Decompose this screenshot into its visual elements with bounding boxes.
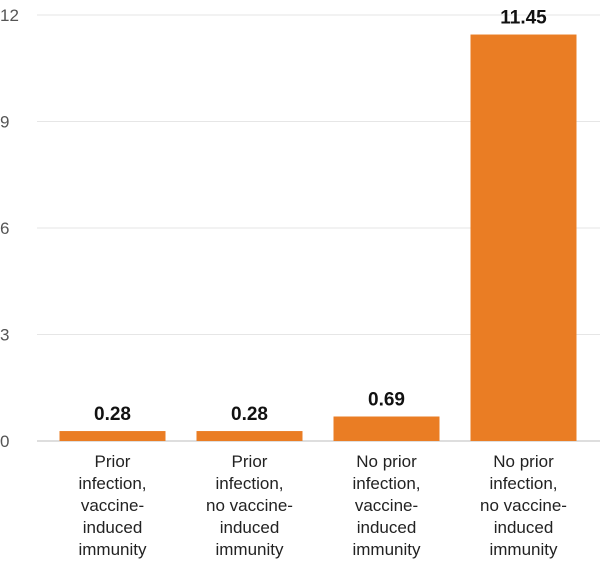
category-label-line: No prior [356, 452, 417, 471]
category-label-line: immunity [352, 540, 421, 559]
y-axis-tick-labels: 0 3 6 9 12 [0, 6, 19, 451]
category-label-line: vaccine- [81, 496, 144, 515]
category-label-line: no vaccine- [480, 496, 567, 515]
category-label-line: No prior [493, 452, 554, 471]
category-label-line: infection, [489, 474, 557, 493]
category-label-line: induced [494, 518, 554, 537]
category-label-line: vaccine- [355, 496, 418, 515]
y-tick-label: 6 [0, 219, 9, 238]
category-label: Prior infection, vaccine-induced immunity [78, 452, 147, 559]
x-axis-category-labels: Prior infection, vaccine-induced immunityPr… [78, 452, 566, 559]
category-label-line: immunity [215, 540, 284, 559]
category-label-line: Prior [95, 452, 131, 471]
bar [59, 431, 166, 441]
y-tick-label: 3 [0, 326, 9, 345]
y-tick-label: 12 [0, 6, 19, 25]
data-label: 0.69 [368, 390, 405, 411]
category-label-line: infection, [215, 474, 283, 493]
bars [59, 34, 577, 442]
bar [470, 34, 577, 442]
data-label: 0.28 [94, 404, 131, 425]
category-label-line: immunity [489, 540, 558, 559]
category-label-line: induced [220, 518, 280, 537]
category-label-line: immunity [78, 540, 147, 559]
category-label: No prior infection, vaccine-induced immunit… [352, 452, 421, 559]
category-label: Prior infection, no vaccine-induced immunit… [206, 452, 293, 559]
category-label-line: no vaccine- [206, 496, 293, 515]
category-label-line: induced [83, 518, 143, 537]
category-label-line: Prior [232, 452, 268, 471]
y-tick-label: 0 [0, 432, 9, 451]
category-label-line: infection, [352, 474, 420, 493]
y-tick-label: 9 [0, 113, 9, 132]
category-label-line: infection, [78, 474, 146, 493]
data-label: 0.28 [231, 404, 268, 425]
data-labels: 0.28 0.28 0.69 11.45 [94, 8, 547, 426]
category-label-line: induced [357, 518, 417, 537]
bar [196, 431, 303, 441]
bar [333, 416, 440, 441]
data-label: 11.45 [500, 8, 547, 29]
category-label: No prior infection, no vaccine-induced immu… [480, 452, 567, 559]
